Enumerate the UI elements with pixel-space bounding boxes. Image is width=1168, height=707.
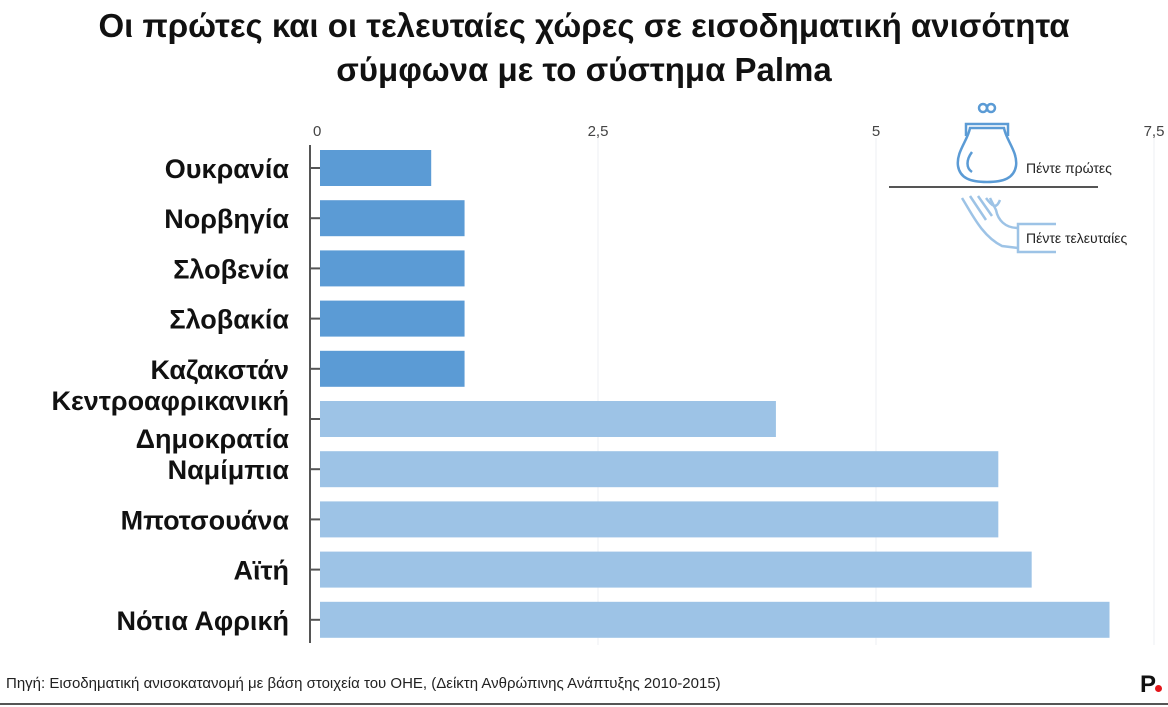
bar-4 <box>320 350 465 387</box>
legend-label-first: Πέντε πρώτες <box>1026 160 1112 176</box>
category-label: Αϊτή <box>233 556 289 586</box>
bar-0 <box>320 150 432 186</box>
bar-9 <box>320 601 1110 638</box>
category-label: Σλοβενία <box>173 254 289 284</box>
legend-label-last: Πέντε τελευταίες <box>1026 230 1127 246</box>
category-label: Νότια Αφρική <box>117 606 289 636</box>
category-label: Καζακστάν <box>150 355 289 385</box>
x-tick-label: 2,5 <box>588 123 609 140</box>
category-label: Κεντροαφρικανική <box>51 386 289 416</box>
open-hand-icon <box>960 195 1056 254</box>
publisher-logo: P <box>1140 671 1163 699</box>
bar-7 <box>320 501 999 538</box>
category-label: Μποτσουάνα <box>121 505 290 535</box>
legend: Πέντε πρώτες Πέντε τελευταίες <box>889 102 1127 254</box>
x-tick-label: 0 <box>313 123 321 140</box>
title-line-1: Οι πρώτες και οι τελευταίες χώρες σε εισ… <box>98 7 1070 44</box>
source-note: Πηγή: Εισοδηματική ανισοκατανομή με βάση… <box>6 675 721 692</box>
chart-title: Οι πρώτες και οι τελευταίες χώρες σε εισ… <box>0 4 1168 92</box>
x-tick-label: 7,5 <box>1144 123 1165 140</box>
bar-1 <box>320 200 465 237</box>
bar-3 <box>320 300 465 337</box>
bar-2 <box>320 250 465 287</box>
purse-icon <box>956 102 1018 184</box>
bottom-rule <box>0 703 1168 705</box>
bar-6 <box>320 451 999 488</box>
bar-8 <box>320 551 1032 588</box>
category-label: Σλοβακία <box>169 305 289 335</box>
title-line-2: σύμφωνα με το σύστημα Palma <box>336 51 832 88</box>
category-label: Ναμίμπια <box>168 455 290 485</box>
bar-5 <box>320 401 776 437</box>
category-label: Ουκρανία <box>165 154 290 184</box>
x-tick-label: 5 <box>872 123 880 140</box>
category-label: Νορβηγία <box>164 204 289 234</box>
category-label: Δημοκρατία <box>136 424 290 454</box>
